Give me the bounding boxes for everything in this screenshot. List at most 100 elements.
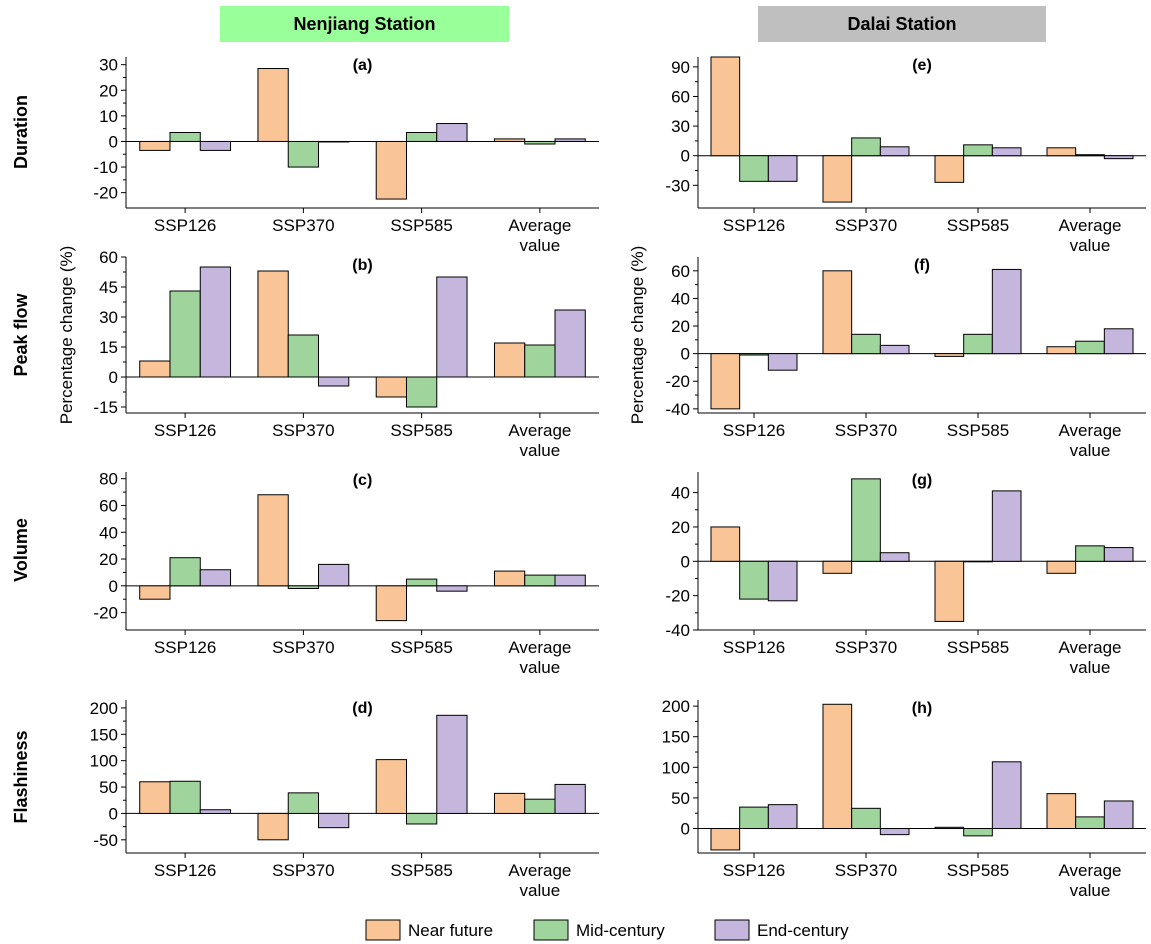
bar-mid-century <box>1075 545 1105 562</box>
bar-end-century <box>318 376 350 387</box>
bar-near-future <box>1046 346 1077 355</box>
y-tick-label: 45 <box>99 278 118 297</box>
bar-near-future <box>375 376 407 398</box>
bar-near-future <box>822 270 853 355</box>
legend-label: End-century <box>757 921 849 940</box>
bar-end-century <box>991 147 1022 157</box>
y-tick-label: -30 <box>665 176 690 195</box>
bar-end-century <box>991 761 1022 830</box>
x-tick-label: Average <box>1058 216 1121 235</box>
y-tick-label: 20 <box>99 81 118 100</box>
bar-near-future <box>493 342 526 378</box>
x-tick-label: SSP126 <box>723 861 785 880</box>
y-tick-label: 90 <box>671 58 690 77</box>
bar-near-future <box>822 703 853 830</box>
bar-end-century <box>436 714 468 814</box>
y-tick-label: -50 <box>93 831 118 850</box>
bar-near-future <box>139 140 171 151</box>
bar-near-future <box>257 812 289 841</box>
bar-end-century <box>767 804 798 830</box>
y-tick-label: 0 <box>109 132 118 151</box>
bar-near-future <box>934 353 965 357</box>
bar-mid-century <box>169 557 201 587</box>
x-tick-label: Average <box>1058 861 1121 880</box>
y-tick-label: 20 <box>671 317 690 336</box>
station-title-dalai: Dalai Station <box>758 6 1046 42</box>
bar-mid-century <box>405 578 438 587</box>
bar-end-century <box>1103 547 1134 562</box>
x-tick-label: SSP585 <box>947 861 1009 880</box>
bar-mid-century <box>524 574 556 587</box>
y-tick-label: -20 <box>665 587 690 606</box>
panel-label: (b) <box>352 257 372 274</box>
bar-end-century <box>318 812 350 829</box>
panel-label: (f) <box>914 257 930 274</box>
bar-near-future <box>710 353 741 410</box>
panel-label: (g) <box>912 472 932 489</box>
bar-mid-century <box>851 478 881 562</box>
x-tick-label: SSP370 <box>272 216 334 235</box>
y-tick-label: -20 <box>665 372 690 391</box>
y-tick-label: 40 <box>671 289 690 308</box>
bar-end-century <box>767 353 798 371</box>
bar-mid-century <box>524 798 556 814</box>
y-tick-label: 0 <box>109 368 118 387</box>
y-tick-label: 0 <box>109 804 118 823</box>
bar-near-future <box>257 494 289 587</box>
x-tick-label: value <box>1070 658 1111 677</box>
x-tick-label: SSP585 <box>390 638 452 657</box>
x-tick-label: SSP585 <box>390 216 452 235</box>
shared-y-axis-label: Percentage change (%) <box>628 246 647 425</box>
bar-near-future <box>375 140 407 200</box>
bar-end-century <box>879 146 910 157</box>
panel-label: (a) <box>353 57 373 74</box>
bar-near-future <box>934 155 965 183</box>
bar-end-century <box>318 563 350 587</box>
bar-end-century <box>767 560 798 602</box>
x-tick-label: SSP126 <box>723 421 785 440</box>
x-tick-label: Average <box>1058 421 1121 440</box>
x-tick-label: SSP585 <box>947 421 1009 440</box>
x-tick-label: SSP126 <box>154 216 216 235</box>
bar-mid-century <box>287 585 320 589</box>
x-tick-label: SSP370 <box>835 861 897 880</box>
y-tick-label: 50 <box>671 789 690 808</box>
bar-mid-century <box>287 140 320 168</box>
bar-near-future <box>1046 793 1077 830</box>
bar-near-future <box>375 759 407 814</box>
bar-near-future <box>257 270 289 378</box>
legend-swatch <box>365 919 401 941</box>
y-tick-label: 100 <box>90 752 118 771</box>
panel-label: (c) <box>353 472 373 489</box>
bar-end-century <box>767 155 798 182</box>
shared-y-axis-label: Percentage change (%) <box>57 246 76 425</box>
bar-mid-century <box>287 334 320 378</box>
bar-end-century <box>1103 155 1134 160</box>
bar-end-century <box>436 123 468 142</box>
x-tick-label: SSP585 <box>390 421 452 440</box>
y-tick-label: 15 <box>99 338 118 357</box>
bar-end-century <box>436 276 468 378</box>
bar-mid-century <box>524 344 556 378</box>
bar-near-future <box>934 826 965 830</box>
y-tick-label: 100 <box>662 758 690 777</box>
bar-near-future <box>493 570 526 587</box>
y-tick-label: 150 <box>662 728 690 747</box>
row-label: Duration <box>11 95 31 169</box>
bar-mid-century <box>739 806 769 830</box>
y-tick-label: 0 <box>681 552 690 571</box>
y-tick-label: 0 <box>681 820 690 839</box>
bar-mid-century <box>851 333 881 355</box>
bar-mid-century <box>739 155 769 182</box>
legend-label: Near future <box>408 921 493 940</box>
x-tick-label: Average <box>508 216 571 235</box>
y-tick-label: 200 <box>662 697 690 716</box>
bar-end-century <box>879 344 910 355</box>
x-tick-label: Average <box>1058 638 1121 657</box>
legend-label: Mid-century <box>576 921 665 940</box>
bar-mid-century <box>169 780 201 814</box>
x-tick-label: SSP370 <box>272 421 334 440</box>
bar-mid-century <box>963 333 993 355</box>
y-tick-label: 0 <box>681 345 690 364</box>
